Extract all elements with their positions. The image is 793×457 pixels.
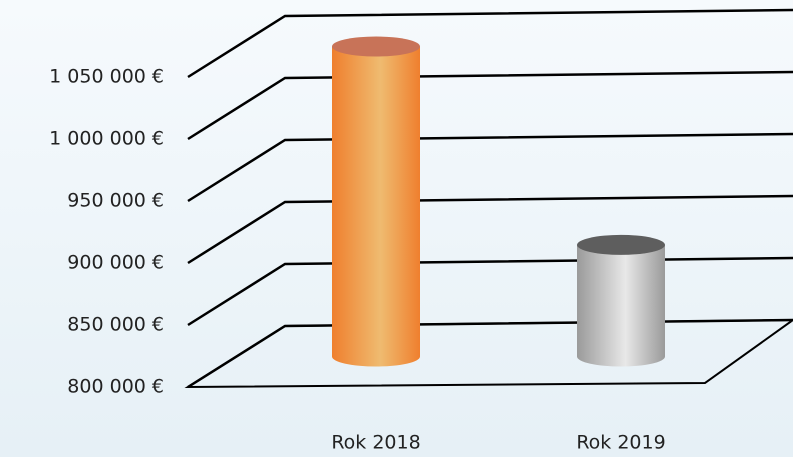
x-tick-label: Rok 2019 xyxy=(576,432,665,454)
y-tick-label: 800 000 € xyxy=(67,376,164,398)
grid-line xyxy=(187,70,793,141)
bar-top xyxy=(577,234,665,255)
y-tick-label: 1 050 000 € xyxy=(49,66,164,88)
bar-top xyxy=(332,36,420,57)
bar xyxy=(332,46,420,367)
bar xyxy=(577,244,665,367)
y-tick-label: 950 000 € xyxy=(67,190,164,212)
grid-line xyxy=(187,194,793,265)
grid-line xyxy=(187,132,793,203)
y-tick-label: 850 000 € xyxy=(67,314,164,336)
x-tick-label: Rok 2018 xyxy=(331,432,420,454)
grid-line xyxy=(187,8,793,79)
y-tick-label: 1 000 000 € xyxy=(49,128,164,150)
y-tick-label: 900 000 € xyxy=(67,252,164,274)
